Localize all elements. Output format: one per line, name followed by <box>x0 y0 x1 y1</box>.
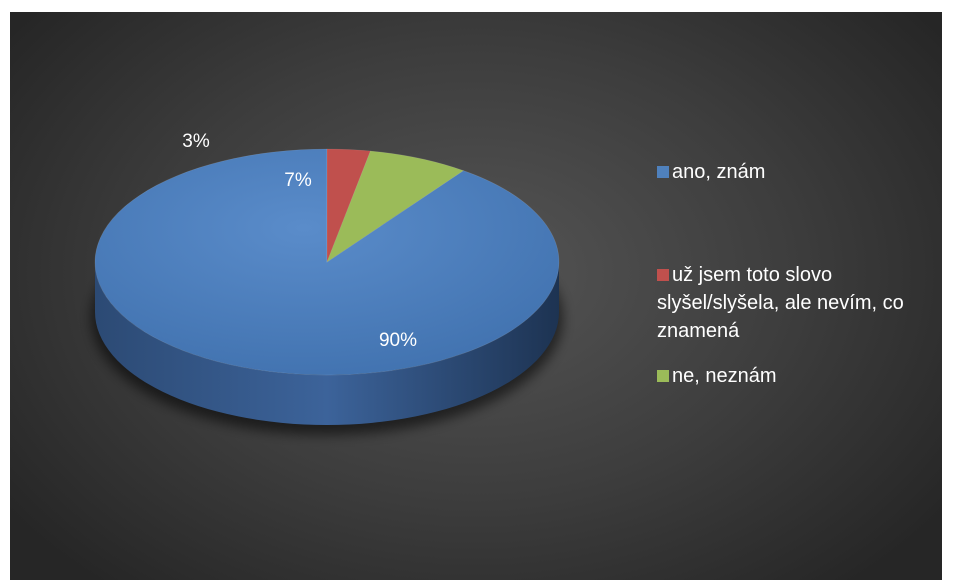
legend-item-uz-jsem: už jsem toto slovo slyšel/slyšela, ale n… <box>657 261 947 345</box>
legend-swatch-blue <box>657 166 669 178</box>
data-label-1: 3% <box>182 131 210 152</box>
legend-label: ano, znám <box>672 161 766 183</box>
data-label-2: 7% <box>284 170 312 191</box>
legend-swatch-red <box>657 269 669 281</box>
pie-side-0 <box>95 262 559 425</box>
legend-item-ne: ne, neznám <box>657 362 947 390</box>
pie-slice-2 <box>326 150 465 263</box>
pie-slice-0 <box>94 148 560 376</box>
legend-label: ne, neznám <box>672 365 777 387</box>
pie-slice-1 <box>326 148 371 263</box>
legend-item-ano: ano, znám <box>657 158 947 186</box>
data-label-0: 90% <box>379 330 417 351</box>
legend-label: už jsem toto slovo slyšel/slyšela, ale n… <box>657 264 904 342</box>
legend-swatch-green <box>657 370 669 382</box>
